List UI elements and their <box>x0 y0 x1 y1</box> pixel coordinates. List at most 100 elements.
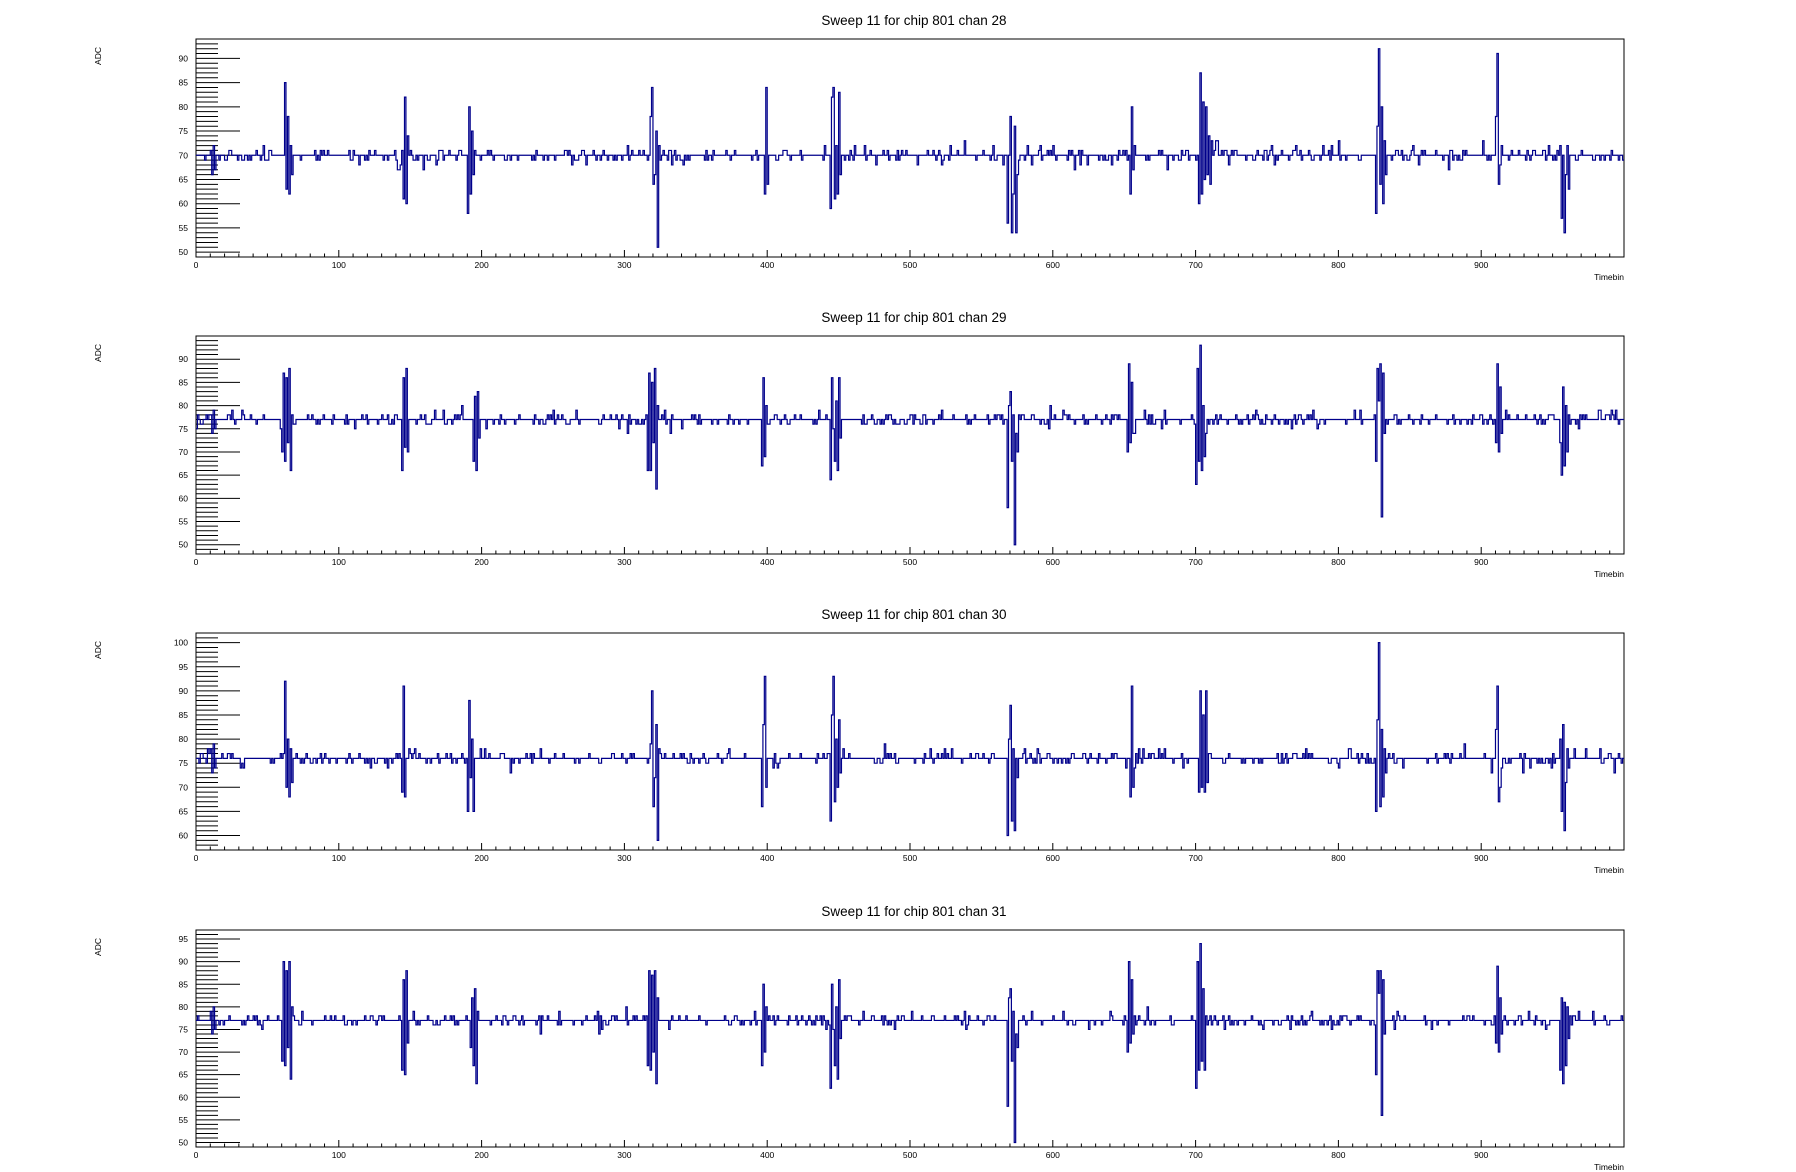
chart-panel-3: Sweep 11 for chip 801 chan 31 ADC 50 55 60 65… <box>93 904 1625 1172</box>
y-tick-label: 65 <box>179 806 189 816</box>
x-tick-label: 500 <box>903 260 917 270</box>
x-tick-label: 200 <box>475 557 489 567</box>
chart-title: Sweep 11 for chip 801 chan 29 <box>821 310 1006 325</box>
y-tick-label: 75 <box>179 758 189 768</box>
y-axis-label: ADC <box>93 938 103 956</box>
y-tick-label: 70 <box>179 447 189 457</box>
x-tick-label: 600 <box>1046 260 1060 270</box>
x-tick-label: 900 <box>1474 1150 1488 1160</box>
y-tick-label: 80 <box>179 401 189 411</box>
y-tick-label: 80 <box>179 734 189 744</box>
y-tick-label: 75 <box>179 424 189 434</box>
y-tick-label: 80 <box>179 102 189 112</box>
x-tick-label: 600 <box>1046 557 1060 567</box>
y-tick-label: 70 <box>179 782 189 792</box>
x-tick-label: 800 <box>1331 557 1345 567</box>
x-tick-label: 400 <box>760 557 774 567</box>
y-tick-label: 90 <box>179 686 189 696</box>
x-tick-label: 700 <box>1189 557 1203 567</box>
y-axis-label: ADC <box>93 344 103 362</box>
y-tick-label: 70 <box>179 150 189 160</box>
y-tick-label: 95 <box>179 662 189 672</box>
x-tick-label: 700 <box>1189 260 1203 270</box>
y-tick-label: 90 <box>179 53 189 63</box>
x-tick-label: 900 <box>1474 557 1488 567</box>
x-tick-label: 700 <box>1189 853 1203 863</box>
x-tick-label: 800 <box>1331 1150 1345 1160</box>
y-tick-label: 60 <box>179 831 189 841</box>
y-tick-label: 95 <box>179 934 189 944</box>
y-tick-label: 90 <box>179 957 189 967</box>
y-tick-label: 55 <box>179 517 189 527</box>
chart-panel-1: Sweep 11 for chip 801 chan 29 ADC 50 55 60 65… <box>93 310 1625 579</box>
x-tick-label: 500 <box>903 1150 917 1160</box>
x-tick-label: 400 <box>760 853 774 863</box>
x-tick-label: 400 <box>760 1150 774 1160</box>
x-tick-label: 0 <box>194 260 199 270</box>
y-tick-label: 75 <box>179 126 189 136</box>
x-axis-label: Timebin <box>1594 569 1624 579</box>
y-tick-label: 60 <box>179 493 189 503</box>
adc-series-line <box>196 642 1624 841</box>
x-tick-label: 600 <box>1046 853 1060 863</box>
y-tick-label: 85 <box>179 78 189 88</box>
y-tick-label: 75 <box>179 1024 189 1034</box>
x-tick-label: 600 <box>1046 1150 1060 1160</box>
x-axis-label: Timebin <box>1594 865 1624 875</box>
chart-title: Sweep 11 for chip 801 chan 30 <box>821 607 1006 622</box>
x-tick-label: 0 <box>194 1150 199 1160</box>
y-axis-label: ADC <box>93 47 103 65</box>
chart-title: Sweep 11 for chip 801 chan 31 <box>821 904 1006 919</box>
x-tick-label: 200 <box>475 853 489 863</box>
x-tick-label: 500 <box>903 557 917 567</box>
x-tick-label: 500 <box>903 853 917 863</box>
x-tick-label: 200 <box>475 1150 489 1160</box>
x-tick-label: 300 <box>617 1150 631 1160</box>
y-tick-label: 55 <box>179 223 189 233</box>
y-tick-label: 90 <box>179 354 189 364</box>
chart-panel-0: Sweep 11 for chip 801 chan 28 ADC 50 55 60 65… <box>93 13 1625 282</box>
x-tick-label: 300 <box>617 853 631 863</box>
x-tick-label: 100 <box>332 853 346 863</box>
adc-series-line <box>196 48 1624 248</box>
y-tick-label: 65 <box>179 1070 189 1080</box>
adc-series-line <box>196 344 1624 546</box>
y-tick-label: 70 <box>179 1047 189 1057</box>
y-tick-label: 100 <box>174 638 188 648</box>
y-tick-label: 50 <box>179 247 189 257</box>
plot-frame <box>195 38 1625 258</box>
x-tick-label: 900 <box>1474 853 1488 863</box>
x-tick-label: 100 <box>332 260 346 270</box>
plot-frame <box>195 929 1625 1148</box>
x-tick-label: 200 <box>475 260 489 270</box>
y-tick-label: 85 <box>179 710 189 720</box>
y-tick-label: 85 <box>179 979 189 989</box>
plot-frame <box>195 335 1625 555</box>
x-tick-label: 100 <box>332 557 346 567</box>
y-tick-label: 50 <box>179 1137 189 1147</box>
y-tick-label: 65 <box>179 470 189 480</box>
y-tick-label: 55 <box>179 1115 189 1125</box>
x-axis-label: Timebin <box>1594 272 1624 282</box>
y-tick-label: 50 <box>179 540 189 550</box>
x-tick-label: 0 <box>194 557 199 567</box>
x-tick-label: 400 <box>760 260 774 270</box>
chart-title: Sweep 11 for chip 801 chan 28 <box>821 13 1006 28</box>
y-tick-label: 60 <box>179 199 189 209</box>
x-tick-label: 900 <box>1474 260 1488 270</box>
x-tick-label: 100 <box>332 1150 346 1160</box>
x-tick-label: 0 <box>194 853 199 863</box>
plot-frame <box>195 632 1625 851</box>
y-tick-label: 60 <box>179 1092 189 1102</box>
adc-series-line <box>196 942 1624 1144</box>
y-axis-label: ADC <box>93 641 103 659</box>
x-tick-label: 300 <box>617 260 631 270</box>
x-tick-label: 800 <box>1331 853 1345 863</box>
x-tick-label: 300 <box>617 557 631 567</box>
chart-panel-2: Sweep 11 for chip 801 chan 30 ADC 60 65 70 75… <box>93 607 1625 875</box>
x-tick-label: 800 <box>1331 260 1345 270</box>
y-tick-label: 65 <box>179 174 189 184</box>
y-tick-label: 85 <box>179 377 189 387</box>
y-tick-label: 80 <box>179 1002 189 1012</box>
